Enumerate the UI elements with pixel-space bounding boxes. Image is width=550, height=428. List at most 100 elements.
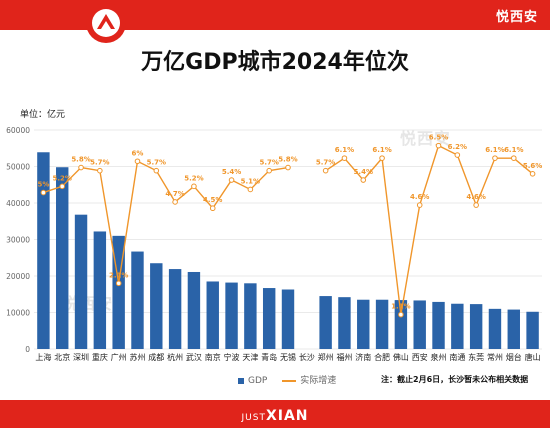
y-tick-label: 60000 [6,126,30,135]
growth-point [435,142,442,149]
growth-point [172,199,178,205]
footer-logo-main: XIAN [265,408,309,424]
growth-data-label: 5.2% [53,174,72,182]
growth-point [398,311,404,318]
x-tick-label: 郑州 [318,352,334,362]
chart-note: 注：截止2月6日，长沙暂未公布相关数据 [381,375,529,384]
growth-data-label: 5.7% [90,159,109,167]
gdp-bar [56,167,69,349]
growth-point [473,202,479,208]
gdp-bar [488,308,502,349]
gdp-bar [357,299,370,349]
y-tick-label: 30000 [6,236,30,245]
legend-gdp-swatch [238,377,244,384]
gdp-bar [168,269,182,349]
growth-point [209,205,216,212]
x-tick-label: 福州 [336,353,352,362]
x-tick-label: 青岛 [261,352,277,362]
growth-point [360,177,367,183]
x-tick-label: 苏州 [129,352,145,362]
y-tick-label: 20000 [6,272,30,281]
growth-data-label: 6.1% [504,146,523,154]
gdp-bar [74,214,88,349]
growth-data-label: 1.1% [391,303,410,311]
x-tick-label: 唐山 [525,352,541,362]
brand-logo-icon [86,3,126,43]
growth-point [341,155,348,161]
growth-data-label: 5.4% [354,168,373,176]
x-tick-label: 佛山 [393,352,409,362]
growth-point [59,183,66,190]
y-tick-label: 40000 [6,199,30,208]
gdp-bar [338,297,351,349]
gdp-bar [37,152,50,349]
gdp-bar [93,231,107,349]
growth-point [228,177,235,183]
x-tick-label: 广州 [111,352,127,362]
x-tick-label: 北京 [54,352,70,362]
x-tick-label: 上海 [35,352,51,362]
gdp-bar [319,296,332,349]
gdp-bar [244,283,257,349]
x-tick-label: 重庆 [92,352,108,362]
growth-point [97,167,103,174]
x-tick-label: 东莞 [468,352,484,362]
growth-point [266,167,272,174]
gdp-bar [469,304,483,349]
unit-label: 单位：亿元 [20,110,66,120]
growth-point [285,164,291,171]
gdp-bar [206,281,219,349]
growth-point [40,189,47,196]
x-tick-label: 济南 [355,352,371,362]
growth-data-label: 6.5% [429,134,448,142]
growth-data-label: 6.1% [335,146,354,154]
x-tick-label: 无锡 [280,353,296,362]
x-tick-label: 成都 [148,352,164,362]
x-tick-label: 天津 [242,352,258,362]
growth-point [322,167,329,174]
growth-data-label: 4.5% [203,196,222,204]
gdp-bar [262,288,276,349]
growth-point [529,171,536,177]
x-tick-label: 宁波 [224,352,240,362]
gdp-bar [187,271,201,349]
x-tick-label: 南京 [205,352,221,362]
growth-data-label: 5.1% [241,177,260,185]
growth-data-label: 5.6% [523,162,542,170]
gdp-bar [131,251,144,349]
gdp-bar [375,299,389,349]
gdp-bar [526,311,539,349]
footer-logo: JUSTXIAN [0,408,550,424]
x-tick-label: 泉州 [431,352,447,362]
growth-data-label: 6% [132,149,144,157]
growth-point [454,152,461,158]
growth-line [325,144,534,315]
growth-data-label: 6.1% [372,146,391,154]
growth-point [247,186,254,193]
growth-data-label: 5.7% [316,159,335,167]
growth-point [379,155,385,161]
growth-data-label: 4.6% [410,193,429,201]
legend-growth-label: 实际增速 [300,376,337,386]
growth-data-label: 5.8% [278,156,297,164]
growth-point [153,167,160,174]
brand-name: 悦西安 [495,10,538,25]
growth-data-label: 5.4% [222,168,241,176]
y-tick-label: 10000 [6,309,30,318]
gdp-bar [394,300,408,349]
growth-point [416,202,423,208]
growth-data-label: 4.6% [466,193,485,201]
growth-point [134,158,141,165]
growth-data-label: 4.7% [165,190,184,198]
x-tick-label: 常州 [487,353,503,362]
x-tick-label: 杭州 [167,352,183,362]
gdp-bar [225,282,238,349]
growth-point [78,164,84,171]
growth-data-label: 5.7% [259,159,278,167]
gdp-bar [507,309,520,349]
growth-point [191,183,197,190]
growth-point [510,155,517,161]
growth-data-label: 5% [37,181,49,189]
legend-growth-swatch [282,379,297,382]
